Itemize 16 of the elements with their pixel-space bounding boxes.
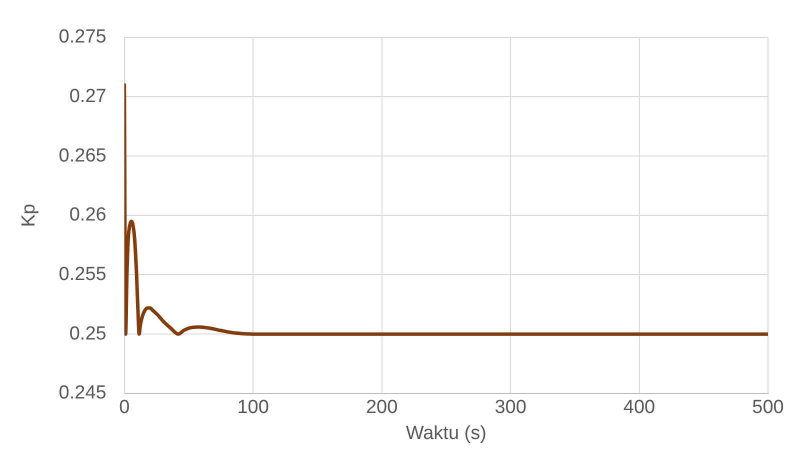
x-tick-label: 100 — [237, 397, 269, 418]
y-tick-label: 0.275 — [58, 26, 106, 48]
y-tick-label: 0.265 — [58, 145, 106, 166]
y-tick-label: 0.26 — [69, 204, 106, 226]
y-tick-label: 0.255 — [58, 264, 106, 285]
line-series — [124, 83, 768, 336]
y-tick-label: 0.27 — [69, 86, 106, 107]
y-tick-label: 0.25 — [69, 323, 106, 344]
x-tick-label: 0 — [119, 397, 130, 418]
x-tick-label: 300 — [494, 397, 526, 418]
x-axis-title: Waktu (s) — [406, 422, 486, 444]
x-tick-label: 400 — [623, 397, 656, 418]
y-axis-title: Kp — [18, 204, 40, 228]
y-tick-label: 0.245 — [58, 382, 106, 404]
x-tick-label: 200 — [366, 397, 398, 418]
x-tick-label: 500 — [752, 397, 784, 418]
